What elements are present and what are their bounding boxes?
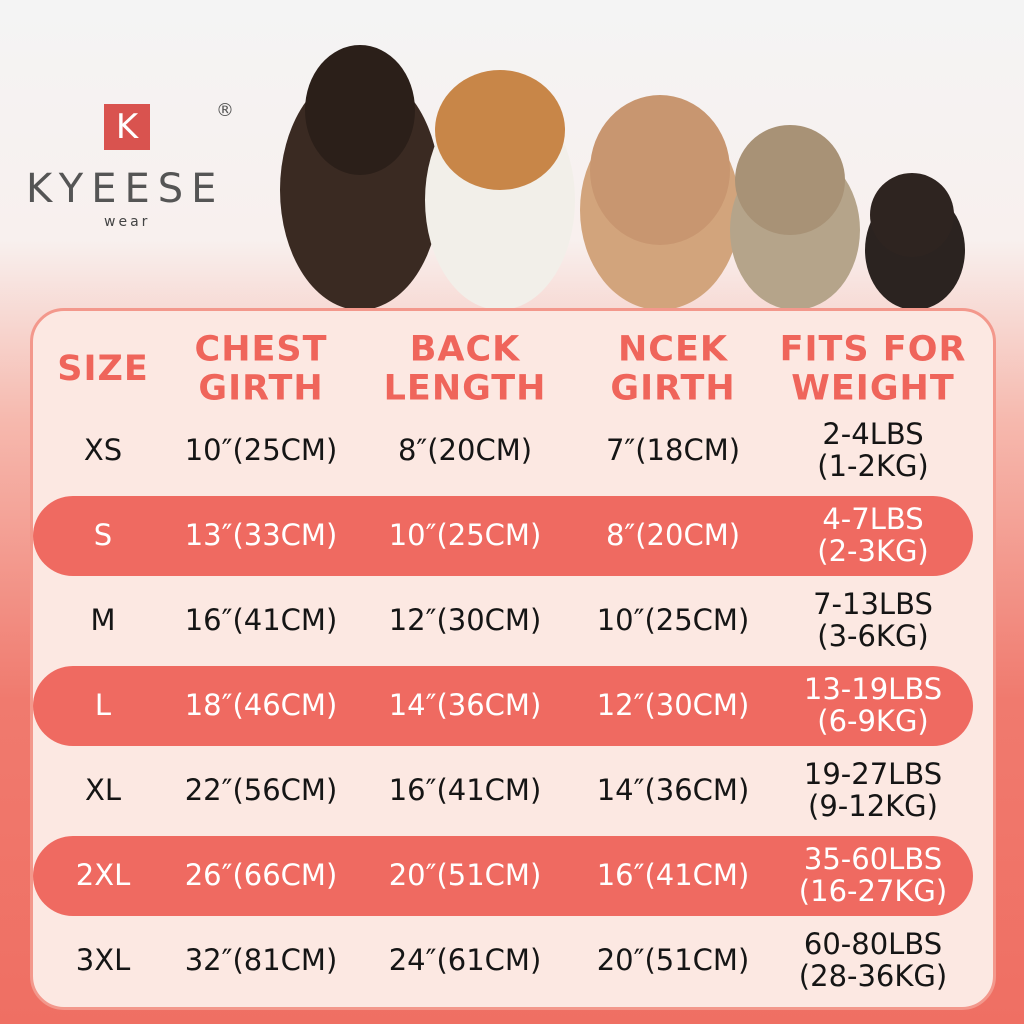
size-value: 7-13LBS (3-6KG) bbox=[813, 587, 933, 653]
size-value: 4-7LBS (2-3KG) bbox=[817, 502, 929, 568]
text-line: CHEST bbox=[194, 329, 328, 370]
brand-sub: wear bbox=[104, 214, 151, 230]
highlight-row: 2XL 26″(66CM) 20″(51CM) 16″(41CM) 35-60LBS (1… bbox=[33, 836, 973, 916]
size-value: 8″(20CM) bbox=[397, 433, 533, 468]
size-label: L bbox=[94, 688, 112, 723]
size-value: 16″(41CM) bbox=[596, 858, 750, 893]
text-line: GIRTH bbox=[198, 368, 324, 408]
size-label: XS bbox=[83, 433, 123, 468]
text-line: BACK bbox=[409, 329, 521, 370]
size-value: 35-60LBS (16-27KG) bbox=[798, 842, 948, 908]
size-value: 18″(46CM) bbox=[184, 688, 338, 723]
size-value: 13″(33CM) bbox=[184, 518, 338, 553]
size-value: 14″(36CM) bbox=[596, 773, 750, 808]
size-value: 19-27LBS (9-12KG) bbox=[803, 757, 943, 823]
size-value: 24″(61CM) bbox=[388, 943, 542, 978]
size-value: 13-19LBS (6-9KG) bbox=[803, 672, 943, 738]
brand-name: KYEESE bbox=[26, 166, 225, 212]
text-line: WEIGHT bbox=[791, 368, 955, 408]
size-value: 10″(25CM) bbox=[184, 433, 338, 468]
size-value: 14″(36CM) bbox=[388, 688, 542, 723]
size-value: 20″(51CM) bbox=[388, 858, 542, 893]
logo: K bbox=[104, 104, 150, 150]
size-value: 16″(41CM) bbox=[388, 773, 542, 808]
size-value: 32″(81CM) bbox=[184, 943, 338, 978]
text-line: 35-60LBS bbox=[803, 842, 943, 877]
text-line: 7-13LBS bbox=[813, 587, 933, 622]
text-line: GIRTH bbox=[610, 368, 736, 408]
text-line: NCEK bbox=[617, 329, 729, 370]
text-line: (16-27KG) bbox=[798, 874, 948, 908]
size-value: 2-4LBS (1-2KG) bbox=[817, 417, 929, 483]
size-value: 16″(41CM) bbox=[184, 603, 338, 638]
dogs-illustration bbox=[280, 45, 965, 310]
size-value: 12″(30CM) bbox=[596, 688, 750, 723]
logo-letter: K bbox=[115, 107, 139, 147]
size-value: 22″(56CM) bbox=[184, 773, 338, 808]
text-line: 19-27LBS bbox=[803, 757, 943, 792]
text-line: 60-80LBS bbox=[803, 927, 943, 962]
size-value: 8″(20CM) bbox=[605, 518, 741, 553]
size-value: 10″(25CM) bbox=[596, 603, 750, 638]
size-value: 60-80LBS (28-36KG) bbox=[798, 927, 948, 993]
column-header: BACK LENGTH bbox=[383, 329, 547, 408]
size-label: 3XL bbox=[75, 943, 131, 978]
size-label: XL bbox=[84, 773, 122, 808]
text-line: (28-36KG) bbox=[798, 959, 948, 993]
text-line: (1-2KG) bbox=[817, 449, 929, 483]
size-label: M bbox=[90, 603, 116, 638]
registered-mark: ® bbox=[216, 100, 234, 121]
text-line: FITS FOR bbox=[779, 329, 967, 370]
size-value: 26″(66CM) bbox=[184, 858, 338, 893]
highlight-row: L 18″(46CM) 14″(36CM) 12″(30CM) 13-19LBS (6-9… bbox=[33, 666, 973, 746]
text-line: LENGTH bbox=[383, 368, 547, 408]
column-header: NCEK GIRTH bbox=[610, 329, 736, 408]
size-label: 2XL bbox=[75, 858, 131, 893]
text-line: (2-3KG) bbox=[817, 534, 929, 568]
size-value: 20″(51CM) bbox=[596, 943, 750, 978]
text-line: 13-19LBS bbox=[803, 672, 943, 707]
text-line: 2-4LBS bbox=[822, 417, 924, 452]
highlight-row: S 13″(33CM) 10″(25CM) 8″(20CM) 4-7LBS (2-3KG) bbox=[33, 496, 973, 576]
size-label: S bbox=[93, 518, 113, 553]
column-header: CHEST GIRTH bbox=[194, 329, 328, 408]
size-value: 7″(18CM) bbox=[605, 433, 741, 468]
size-value: 12″(30CM) bbox=[388, 603, 542, 638]
text-line: SIZE bbox=[57, 348, 149, 389]
size-table: SIZE CHEST GIRTH BACK LENGTH NCEK GIRTH FITS FO… bbox=[30, 308, 996, 1010]
text-line: (3-6KG) bbox=[817, 619, 929, 653]
text-line: (6-9KG) bbox=[817, 704, 929, 738]
column-header: SIZE bbox=[57, 350, 149, 389]
text-line: (9-12KG) bbox=[808, 789, 938, 823]
text-line: 4-7LBS bbox=[822, 502, 924, 537]
size-value: 10″(25CM) bbox=[388, 518, 542, 553]
column-header: FITS FOR WEIGHT bbox=[779, 329, 967, 408]
